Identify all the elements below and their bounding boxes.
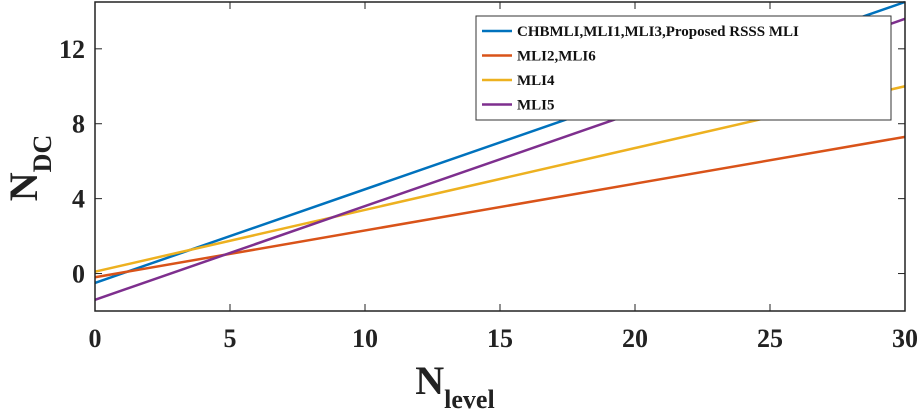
series-line-2 (94, 135, 906, 279)
x-axis-label-main: N (415, 358, 444, 403)
x-tick-label: 20 (622, 324, 648, 353)
y-axis-label-sub: DC (28, 135, 57, 173)
legend: CHBMLI,MLI1,MLI3,Proposed RSSS MLI MLI2,M… (475, 15, 892, 121)
x-axis-label-sub: level (444, 385, 495, 414)
y-tick-label: 8 (72, 110, 85, 139)
y-tick-label: 12 (59, 35, 85, 64)
ticks-layer: 0 5 10 15 20 25 30 0 4 8 12 (59, 2, 918, 353)
legend-label-3: MLI4 (517, 73, 555, 89)
y-tick-label: 4 (72, 185, 85, 214)
x-tick-label: 0 (89, 324, 102, 353)
legend-label-4: MLI5 (517, 98, 555, 114)
x-tick-label: 25 (757, 324, 783, 353)
x-axis-label: Nlevel (415, 358, 494, 414)
x-tick-label: 30 (892, 324, 918, 353)
legend-items: CHBMLI,MLI1,MLI3,Proposed RSSS MLI MLI2,M… (482, 24, 799, 114)
legend-label-2: MLI2,MLI6 (517, 49, 596, 65)
legend-label-1: CHBMLI,MLI1,MLI3,Proposed RSSS MLI (517, 24, 799, 40)
y-axis-label: NDC (1, 135, 57, 201)
legend-box (475, 15, 892, 121)
x-tick-label: 10 (352, 324, 378, 353)
x-tick-label: 5 (224, 324, 237, 353)
y-tick-label: 0 (72, 260, 85, 289)
y-axis-label-main: N (1, 172, 46, 201)
x-tick-label: 15 (487, 324, 513, 353)
